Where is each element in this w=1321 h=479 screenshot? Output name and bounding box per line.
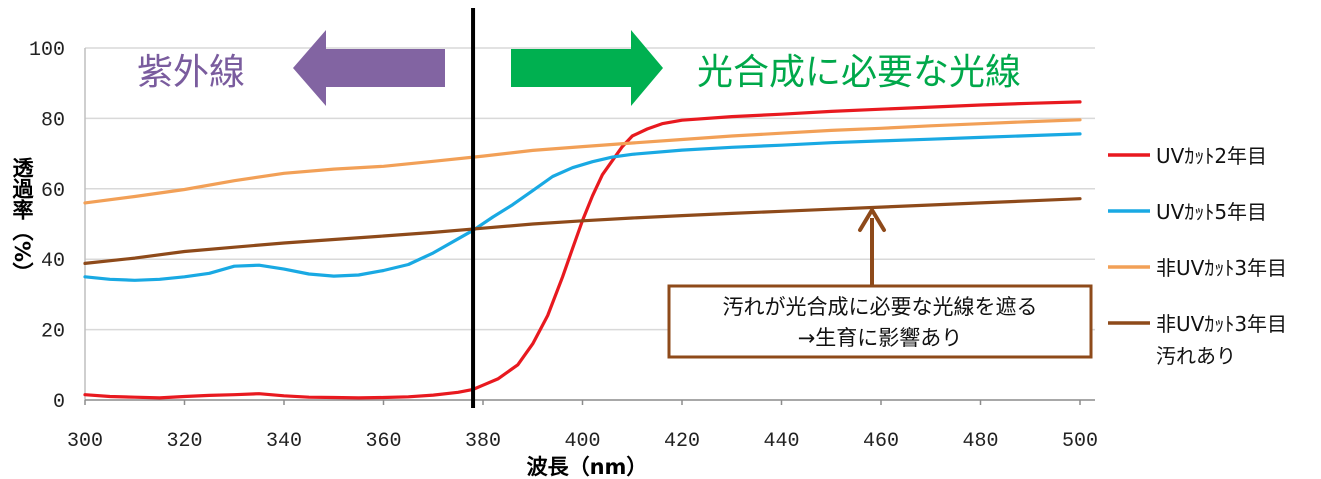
photosynthesis-label: 光合成に必要な光線: [697, 52, 1021, 93]
x-axis-title: 波長（nm）: [527, 455, 648, 479]
x-tick-label: 360: [365, 430, 401, 453]
x-tick-label: 500: [1062, 430, 1098, 453]
legend-label-1: UVｶｯﾄ2年目: [1156, 144, 1267, 168]
x-tick-label: 300: [67, 430, 103, 453]
legend-label-4: 非UVｶｯﾄ3年目: [1156, 312, 1287, 336]
legend-label-2: UVｶｯﾄ5年目: [1156, 200, 1267, 224]
x-tick-label: 340: [266, 430, 302, 453]
y-tick-label: 0: [53, 391, 65, 414]
y-tick-label: 80: [41, 109, 65, 132]
callout-arrow-head: [858, 208, 886, 232]
series-line-1: [83, 100, 1082, 400]
y-tick-label: 20: [41, 321, 65, 344]
x-tick-label: 440: [763, 430, 799, 453]
uv-label: 紫外線: [137, 52, 245, 93]
x-tick-label: 480: [962, 430, 998, 453]
series-line-3: [83, 118, 1082, 205]
series-lines: [83, 100, 1082, 400]
y-tick-label: 40: [41, 250, 65, 273]
legend-label-3: 非UVｶｯﾄ3年目: [1156, 256, 1287, 280]
y-axis-title: 透過率（%）: [10, 157, 34, 283]
y-tick-label: 100: [29, 39, 65, 62]
legend-label-4: 汚れあり: [1156, 344, 1236, 368]
series-line-4: [83, 197, 1082, 265]
callout-box: [667, 284, 1093, 359]
x-tick-label: 420: [664, 430, 700, 453]
callout-line-1: 汚れが光合成に必要な光線を遮る: [723, 295, 1038, 319]
tick-labels: 0 20 40 60 80 100 300 320 340 360 380 400 420 440 460 4…: [29, 39, 1098, 453]
x-tick-label: 460: [863, 430, 899, 453]
y-tick-label: 60: [41, 180, 65, 203]
uv-arrow: [293, 30, 445, 106]
x-tick-label: 320: [166, 430, 202, 453]
x-tick-label: 380: [465, 430, 501, 453]
x-tick-label: 400: [564, 430, 600, 453]
axes: [84, 48, 1095, 405]
photosynthesis-arrow: [511, 30, 663, 106]
callout-line-2: →生育に影響あり: [798, 326, 963, 350]
series-line-2: [83, 132, 1082, 282]
